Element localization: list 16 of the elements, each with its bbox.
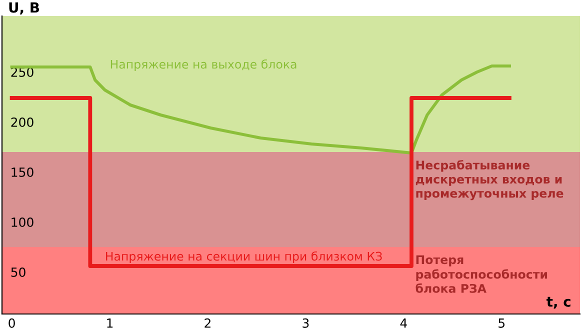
- y-tick-label: 200: [11, 117, 34, 127]
- y-tick-label: 150: [12, 167, 34, 177]
- y-tick-label: 100: [12, 217, 34, 227]
- x-axis-title: t, c: [546, 296, 570, 309]
- y-tick-label: 50: [11, 267, 26, 277]
- series-label: Напряжение на выходе блока: [110, 59, 296, 71]
- band-label: Потеря работоспособности блока РЗА: [416, 255, 547, 293]
- y-axis-title: U, B: [9, 2, 39, 15]
- x-tick-label: 4: [400, 318, 407, 328]
- series-label: Напряжение на секции шин при близком КЗ: [106, 251, 382, 263]
- x-tick-label: 2: [204, 318, 210, 328]
- x-tick-label: 0: [8, 318, 15, 328]
- x-tick-label: 3: [302, 318, 309, 328]
- band-label: Несрабатывание дискретных входов и промежуточных реле: [416, 160, 564, 200]
- x-tick-label: 5: [498, 318, 505, 328]
- x-tick-label: 1: [107, 318, 113, 328]
